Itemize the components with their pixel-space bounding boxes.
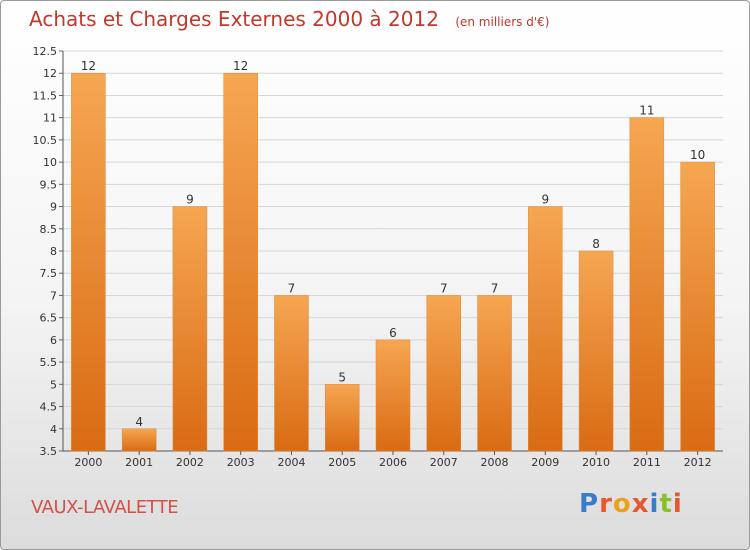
y-tick-label: 5 (50, 378, 57, 391)
data-label: 4 (135, 415, 143, 429)
data-label: 11 (639, 104, 654, 118)
y-tick-label: 6.5 (40, 312, 58, 325)
bar (274, 295, 309, 452)
y-tick-label: 10.5 (33, 134, 58, 147)
x-tick-label: 2007 (430, 456, 458, 469)
x-tick-label: 2001 (125, 456, 153, 469)
y-tick-label: 8 (50, 245, 57, 258)
y-tick-label: 12 (43, 67, 57, 80)
title-unit: (en milliers d'€) (455, 15, 550, 29)
x-tick-label: 2004 (277, 456, 305, 469)
y-tick-label: 9 (50, 201, 57, 214)
logo-letter: t (659, 489, 673, 519)
bar (71, 72, 106, 452)
y-tick-label: 3.5 (40, 445, 58, 458)
logo-letter: o (612, 489, 632, 519)
x-tick-label: 2000 (74, 456, 102, 469)
logo-letter: i (672, 489, 683, 519)
x-tick-label: 2011 (633, 456, 661, 469)
commune-name: VAUX-LAVALETTE (31, 497, 179, 518)
logo-letter: x (631, 489, 650, 519)
bars (71, 72, 715, 452)
data-label: 9 (541, 193, 549, 207)
y-tick-label: 11.5 (33, 89, 58, 102)
data-label: 5 (338, 370, 346, 384)
y-tick-label: 7 (50, 289, 57, 302)
bar (680, 161, 715, 452)
bar (578, 250, 614, 452)
data-label: 10 (690, 148, 705, 162)
bar (426, 295, 462, 452)
y-tick-label: 5.5 (40, 356, 58, 369)
x-tick-label: 2010 (582, 456, 610, 469)
data-label: 8 (592, 237, 600, 251)
title-text: Achats et Charges Externes 2000 à 2012 (29, 7, 439, 31)
labels: 3.5 4 4.5 5 5.5 6 6.5 7 7.5 8 8.5 9 9.5 10 10.5 11 11.5 1… (33, 45, 712, 469)
y-tick-label: 11 (43, 112, 57, 125)
data-label: 6 (389, 326, 397, 340)
data-label: 7 (491, 281, 499, 295)
logo-letter: P (579, 489, 600, 519)
proxiti-logo[interactable]: Proxiti (579, 489, 683, 519)
x-tick-label: 2003 (227, 456, 255, 469)
data-label: 9 (186, 193, 194, 207)
data-label: 12 (81, 59, 96, 73)
x-tick-label: 2012 (684, 456, 712, 469)
y-tick-label: 4 (50, 423, 57, 436)
bar (528, 206, 563, 452)
y-tick-label: 4.5 (40, 401, 58, 414)
y-tick-label: 10 (43, 156, 57, 169)
chart-title: Achats et Charges Externes 2000 à 2012 (… (29, 7, 549, 31)
y-tick-label: 8.5 (40, 223, 58, 236)
bar (375, 339, 411, 452)
data-label: 7 (288, 281, 296, 295)
logo-letter: r (599, 489, 613, 519)
logo-letter: i (649, 489, 660, 519)
y-tick-label: 7.5 (40, 267, 58, 280)
bar (477, 295, 512, 452)
bar (223, 72, 258, 452)
data-label: 12 (233, 59, 248, 73)
y-tick-label: 6 (50, 334, 57, 347)
x-tick-label: 2009 (531, 456, 559, 469)
bar (629, 117, 665, 452)
y-tick-label: 12.5 (33, 45, 58, 58)
x-tick-label: 2008 (481, 456, 509, 469)
y-tick-label: 9.5 (40, 178, 58, 191)
data-label: 7 (440, 281, 448, 295)
x-tick-label: 2002 (176, 456, 204, 469)
bar (172, 206, 208, 452)
bar (121, 428, 157, 452)
bar (324, 384, 360, 452)
x-tick-label: 2005 (328, 456, 356, 469)
x-tick-label: 2006 (379, 456, 407, 469)
